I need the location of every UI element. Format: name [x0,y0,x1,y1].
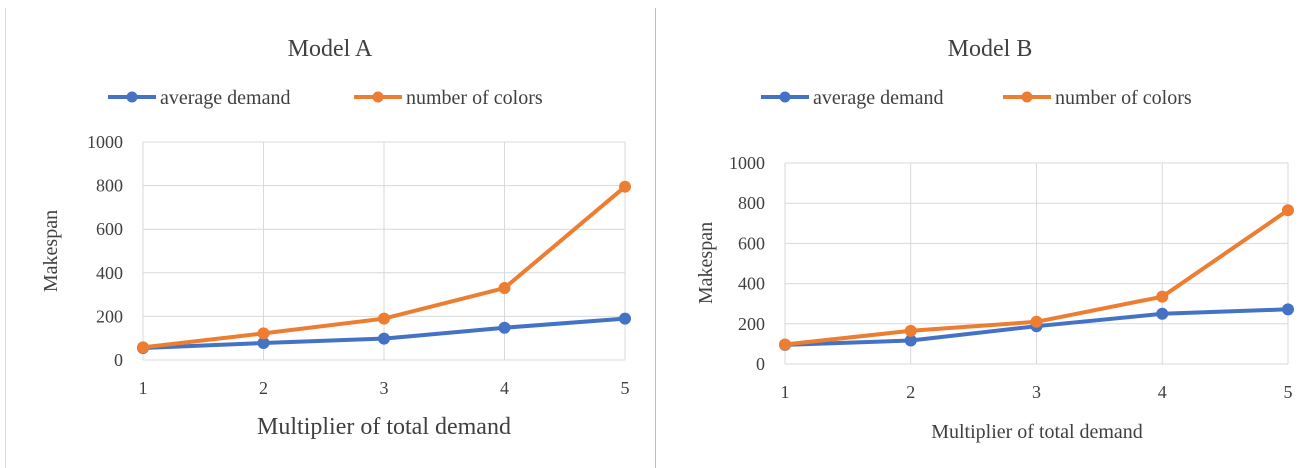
y-axis-label: Makespan [695,222,717,304]
legend-item-average-demand: average demand [761,87,943,109]
legend-marker-average-demand [779,91,791,103]
data-point-average-demand [619,312,631,325]
chart-svg-model-b: Model B average demand number of colors … [695,36,1294,443]
x-tick-label: 2 [259,378,268,398]
x-tick-label: 3 [380,378,389,398]
y-tick-label: 800 [96,176,123,196]
x-axis-label: Multiplier of total demand [257,414,511,440]
y-tick-label: 200 [738,314,765,334]
chart-title: Model B [948,36,1033,62]
data-point-number-of-colors [257,327,270,340]
y-axis-label: Makespan [40,210,62,292]
panel-border-left [5,8,6,468]
chart-legend: average demand number of colors [761,87,1192,109]
x-tick-label: 3 [1032,382,1041,402]
x-tick-label: 1 [781,382,790,402]
data-point-number-of-colors [619,180,631,193]
x-axis-label: Multiplier of total demand [931,421,1143,443]
y-tick-label: 400 [96,263,123,283]
data-point-number-of-colors [1282,204,1294,217]
data-point-average-demand [1282,303,1294,316]
data-point-number-of-colors [904,324,917,337]
y-tick-label: 0 [114,350,123,370]
panel-divider [655,8,656,468]
y-tick-label: 1000 [729,153,765,173]
plot-area: 0 200 400 600 800 1000 1 2 3 4 5 [729,153,1294,402]
y-tick-label: 200 [96,306,123,326]
data-point-average-demand [904,334,917,347]
chart-panel-model-a: Model A average demand number of colors … [0,0,655,468]
legend-marker-number-of-colors [1021,91,1033,103]
legend-marker-average-demand [126,91,138,103]
y-tick-label: 800 [738,193,765,213]
x-tick-label: 1 [139,378,148,398]
chart-legend: average demand number of colors [108,87,543,109]
legend-label-average-demand: average demand [813,87,943,109]
y-tick-label: 600 [738,233,765,253]
chart-svg-model-a: Model A average demand number of colors … [40,36,631,440]
legend-label-number-of-colors: number of colors [406,87,543,109]
legend-label-average-demand: average demand [160,87,290,109]
x-tick-label: 4 [1158,382,1167,402]
chart-title: Model A [288,36,373,62]
data-point-number-of-colors [137,341,149,354]
data-point-average-demand [498,321,511,334]
data-point-average-demand [1156,307,1169,320]
y-tick-label: 600 [96,219,123,239]
data-point-number-of-colors [779,338,791,351]
legend-item-average-demand: average demand [108,87,290,109]
chart-panel-model-b: Model B average demand number of colors … [656,0,1311,468]
data-point-average-demand [378,332,390,345]
data-point-number-of-colors [1030,315,1043,328]
x-tick-label: 2 [906,382,915,402]
legend-marker-number-of-colors [372,91,384,103]
data-point-number-of-colors [498,282,511,295]
x-tick-label: 5 [621,378,630,398]
data-point-number-of-colors [378,312,390,325]
x-tick-label: 5 [1284,382,1293,402]
legend-item-number-of-colors: number of colors [354,87,543,109]
data-point-average-demand [257,336,270,349]
x-tick-label: 4 [500,378,509,398]
y-tick-label: 1000 [87,132,123,152]
y-tick-label: 0 [756,354,765,374]
legend-item-number-of-colors: number of colors [1003,87,1192,109]
plot-area: 0 200 400 600 800 1000 1 2 3 4 5 [87,132,631,398]
data-point-number-of-colors [1156,290,1169,303]
y-tick-label: 400 [738,274,765,294]
legend-label-number-of-colors: number of colors [1055,87,1192,109]
